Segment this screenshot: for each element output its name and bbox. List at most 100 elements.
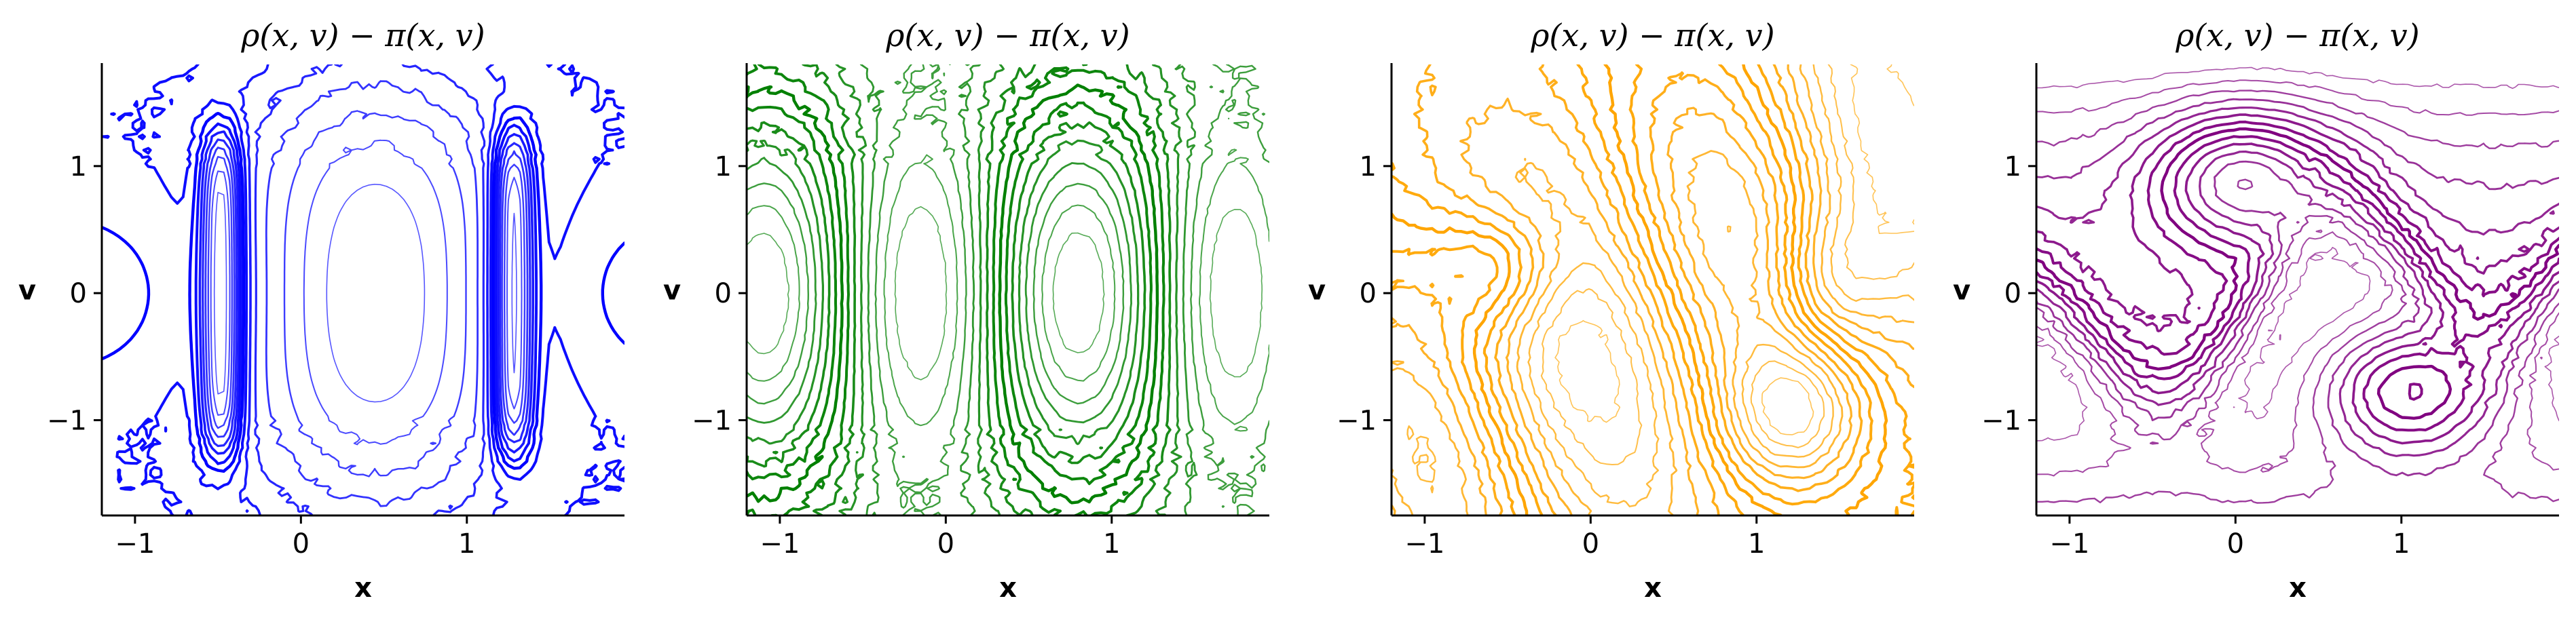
contour-level-14 — [210, 170, 523, 416]
contour-level-9 — [747, 64, 1165, 515]
contour-level-8 — [2036, 127, 2559, 420]
contour-level-12 — [204, 147, 529, 438]
contour-level-1 — [2036, 247, 2559, 442]
x-tick-label: 1 — [1103, 528, 1120, 560]
x-tick-label: 0 — [1582, 528, 1599, 560]
contour-level-6 — [747, 121, 1146, 468]
y-tick-label: 1 — [715, 151, 732, 182]
chart-panel-3: −1 0 1 1 0 −1 x v ρ(x, v) − π(x, v) — [1308, 17, 1914, 604]
y-tick-label: −1 — [1981, 406, 2021, 437]
contour-level-6 — [2036, 142, 2559, 445]
contour-level-5 — [2036, 150, 2559, 457]
chart-panel-2: −1 0 1 1 0 −1 x v ρ(x, v) − π(x, v) — [663, 17, 1269, 604]
contour-level-7 — [102, 64, 624, 515]
contour-level-2 — [1540, 64, 1914, 465]
contour-level-14 — [2036, 79, 2559, 116]
contour-level-7 — [747, 101, 1153, 486]
contour-level-3 — [1527, 64, 1914, 507]
contour-level-1 — [1554, 64, 1914, 423]
chart-title: ρ(x, v) − π(x, v) — [240, 17, 485, 54]
contour-level-11 — [202, 138, 531, 448]
contour-level-10 — [2036, 113, 2559, 332]
contour-level-7 — [1392, 64, 1914, 515]
chart-title: ρ(x, v) − π(x, v) — [2175, 17, 2419, 54]
contour-level-4 — [2036, 160, 2559, 477]
contour-level-15 — [894, 206, 1263, 381]
x-tick-label: −1 — [760, 528, 800, 560]
contour-lines — [747, 64, 1269, 515]
contour-level-11 — [2036, 106, 2559, 236]
x-axis-label: x — [2289, 572, 2307, 604]
contour-level-6 — [1413, 64, 1914, 515]
contour-level-12 — [859, 64, 1198, 515]
contour-level-2 — [2036, 229, 2559, 477]
y-tick-label: −1 — [47, 406, 87, 437]
contour-level-5 — [747, 139, 1140, 446]
contour-level-14 — [1750, 360, 1825, 448]
contour-lines — [102, 64, 624, 515]
contour-level-8 — [1392, 64, 1888, 515]
y-tick-label: −1 — [1337, 406, 1377, 437]
chart-panel-1: −1 0 1 1 0 −1 x v ρ(x, v) − π(x, v) — [18, 17, 624, 604]
contour-level-4 — [747, 157, 1132, 424]
x-axis-label: x — [354, 572, 372, 604]
contour-level-12 — [1392, 150, 1844, 515]
contour-level-13 — [2036, 90, 2559, 149]
y-tick-label: 0 — [715, 278, 732, 309]
x-tick-label: 1 — [2393, 528, 2410, 560]
x-tick-label: −1 — [2049, 528, 2089, 560]
contour-level-1 — [747, 232, 1105, 355]
y-tick-label: −1 — [692, 406, 732, 437]
contour-level-10 — [198, 130, 534, 455]
x-tick-label: −1 — [115, 528, 155, 560]
contour-level-7 — [2036, 135, 2559, 432]
contour-level-9 — [194, 122, 538, 465]
contour-level-15 — [2036, 66, 2559, 90]
contour-level-3 — [283, 110, 467, 477]
contour-level-10 — [1392, 71, 1863, 515]
y-axis-label: v — [18, 275, 36, 307]
x-tick-label: 0 — [293, 528, 310, 560]
y-tick-label: 1 — [70, 151, 87, 182]
y-tick-label: 1 — [1360, 151, 1377, 182]
chart-title: ρ(x, v) − π(x, v) — [885, 17, 1130, 54]
y-axis-label: v — [1953, 275, 1971, 307]
contour-level-14 — [883, 149, 1269, 432]
x-tick-label: 1 — [1748, 528, 1765, 560]
y-tick-label: 0 — [70, 278, 87, 309]
y-tick-label: 0 — [1360, 278, 1377, 309]
contour-level-13 — [1406, 225, 1834, 494]
x-tick-label: −1 — [1404, 528, 1444, 560]
x-tick-label: 0 — [937, 528, 954, 560]
x-tick-label: 0 — [2227, 528, 2244, 560]
contour-level-3 — [2036, 178, 2559, 504]
chart-title: ρ(x, v) − π(x, v) — [1530, 17, 1774, 54]
contour-level-9 — [2036, 120, 2559, 401]
contour-level-6 — [238, 64, 508, 515]
y-tick-label: 1 — [2004, 151, 2021, 182]
contour-level-9 — [1392, 64, 1873, 515]
y-axis-label: v — [663, 275, 681, 307]
contour-level-15 — [1761, 377, 1814, 435]
contour-level-5 — [254, 64, 486, 515]
contour-level-2 — [747, 204, 1116, 382]
contour-level-15 — [213, 191, 517, 395]
x-tick-label: 1 — [458, 528, 475, 560]
contour-lines — [1392, 64, 1914, 515]
contour-level-4 — [265, 80, 479, 507]
x-axis-label: x — [999, 572, 1017, 604]
y-axis-label: v — [1308, 275, 1326, 307]
contour-level-11 — [1392, 106, 1852, 515]
y-tick-label: 0 — [2004, 278, 2021, 309]
contour-level-12 — [2036, 98, 2559, 191]
contour-level-1 — [326, 183, 426, 403]
contour-lines — [2036, 66, 2559, 504]
contour-level-3 — [747, 182, 1125, 405]
contour-level-11 — [835, 64, 1182, 515]
contour-level-13 — [207, 155, 526, 429]
contour-level-10 — [802, 64, 1172, 515]
contour-level-5 — [1459, 64, 1914, 515]
chart-panel-4: −1 0 1 1 0 −1 x v ρ(x, v) − π(x, v) — [1953, 17, 2559, 604]
x-axis-label: x — [1644, 572, 1662, 604]
